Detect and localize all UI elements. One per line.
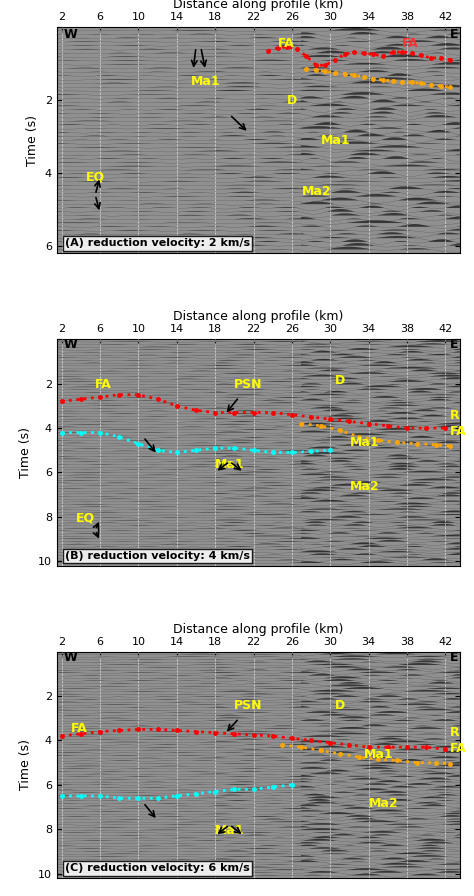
Text: D: D: [335, 700, 346, 712]
Text: W: W: [64, 650, 77, 664]
Text: D: D: [287, 93, 297, 107]
Text: EQ: EQ: [86, 170, 105, 184]
X-axis label: Distance along profile (km): Distance along profile (km): [173, 310, 344, 323]
Text: Ma1: Ma1: [321, 134, 350, 147]
Text: FA: FA: [95, 378, 112, 392]
X-axis label: Distance along profile (km): Distance along profile (km): [173, 0, 344, 11]
Text: Ma2: Ma2: [349, 480, 379, 493]
Text: R: R: [450, 726, 460, 739]
Text: Ma2: Ma2: [301, 185, 331, 198]
Text: D: D: [335, 374, 346, 387]
Text: FA: FA: [402, 37, 419, 50]
Text: (A) reduction velocity: 2 km/s: (A) reduction velocity: 2 km/s: [65, 238, 250, 248]
Text: Ma1: Ma1: [349, 435, 379, 449]
Text: Ma1: Ma1: [364, 748, 393, 762]
Text: W: W: [64, 338, 77, 351]
Text: Ma2: Ma2: [369, 797, 398, 810]
Y-axis label: Time (s): Time (s): [19, 739, 32, 790]
Text: W: W: [64, 28, 77, 41]
Text: E: E: [450, 650, 459, 664]
Text: Ma1: Ma1: [191, 75, 221, 89]
Text: FA: FA: [277, 37, 294, 50]
Text: PSN: PSN: [234, 700, 263, 712]
Text: (B) reduction velocity: 4 km/s: (B) reduction velocity: 4 km/s: [65, 551, 250, 561]
Text: E: E: [450, 338, 459, 351]
Y-axis label: Time (s): Time (s): [19, 427, 32, 478]
Text: EQ: EQ: [76, 512, 95, 524]
X-axis label: Distance along profile (km): Distance along profile (km): [173, 623, 344, 635]
Text: FA: FA: [71, 721, 88, 735]
Text: Ma1: Ma1: [215, 458, 245, 471]
Text: R: R: [450, 409, 460, 422]
Text: PSN: PSN: [234, 378, 263, 392]
Y-axis label: Time (s): Time (s): [27, 115, 39, 166]
Text: (C) reduction velocity: 6 km/s: (C) reduction velocity: 6 km/s: [65, 863, 250, 874]
Text: FA: FA: [450, 742, 467, 754]
Text: E: E: [450, 28, 459, 41]
Text: FA: FA: [450, 425, 467, 438]
Text: Ma1: Ma1: [215, 823, 245, 837]
